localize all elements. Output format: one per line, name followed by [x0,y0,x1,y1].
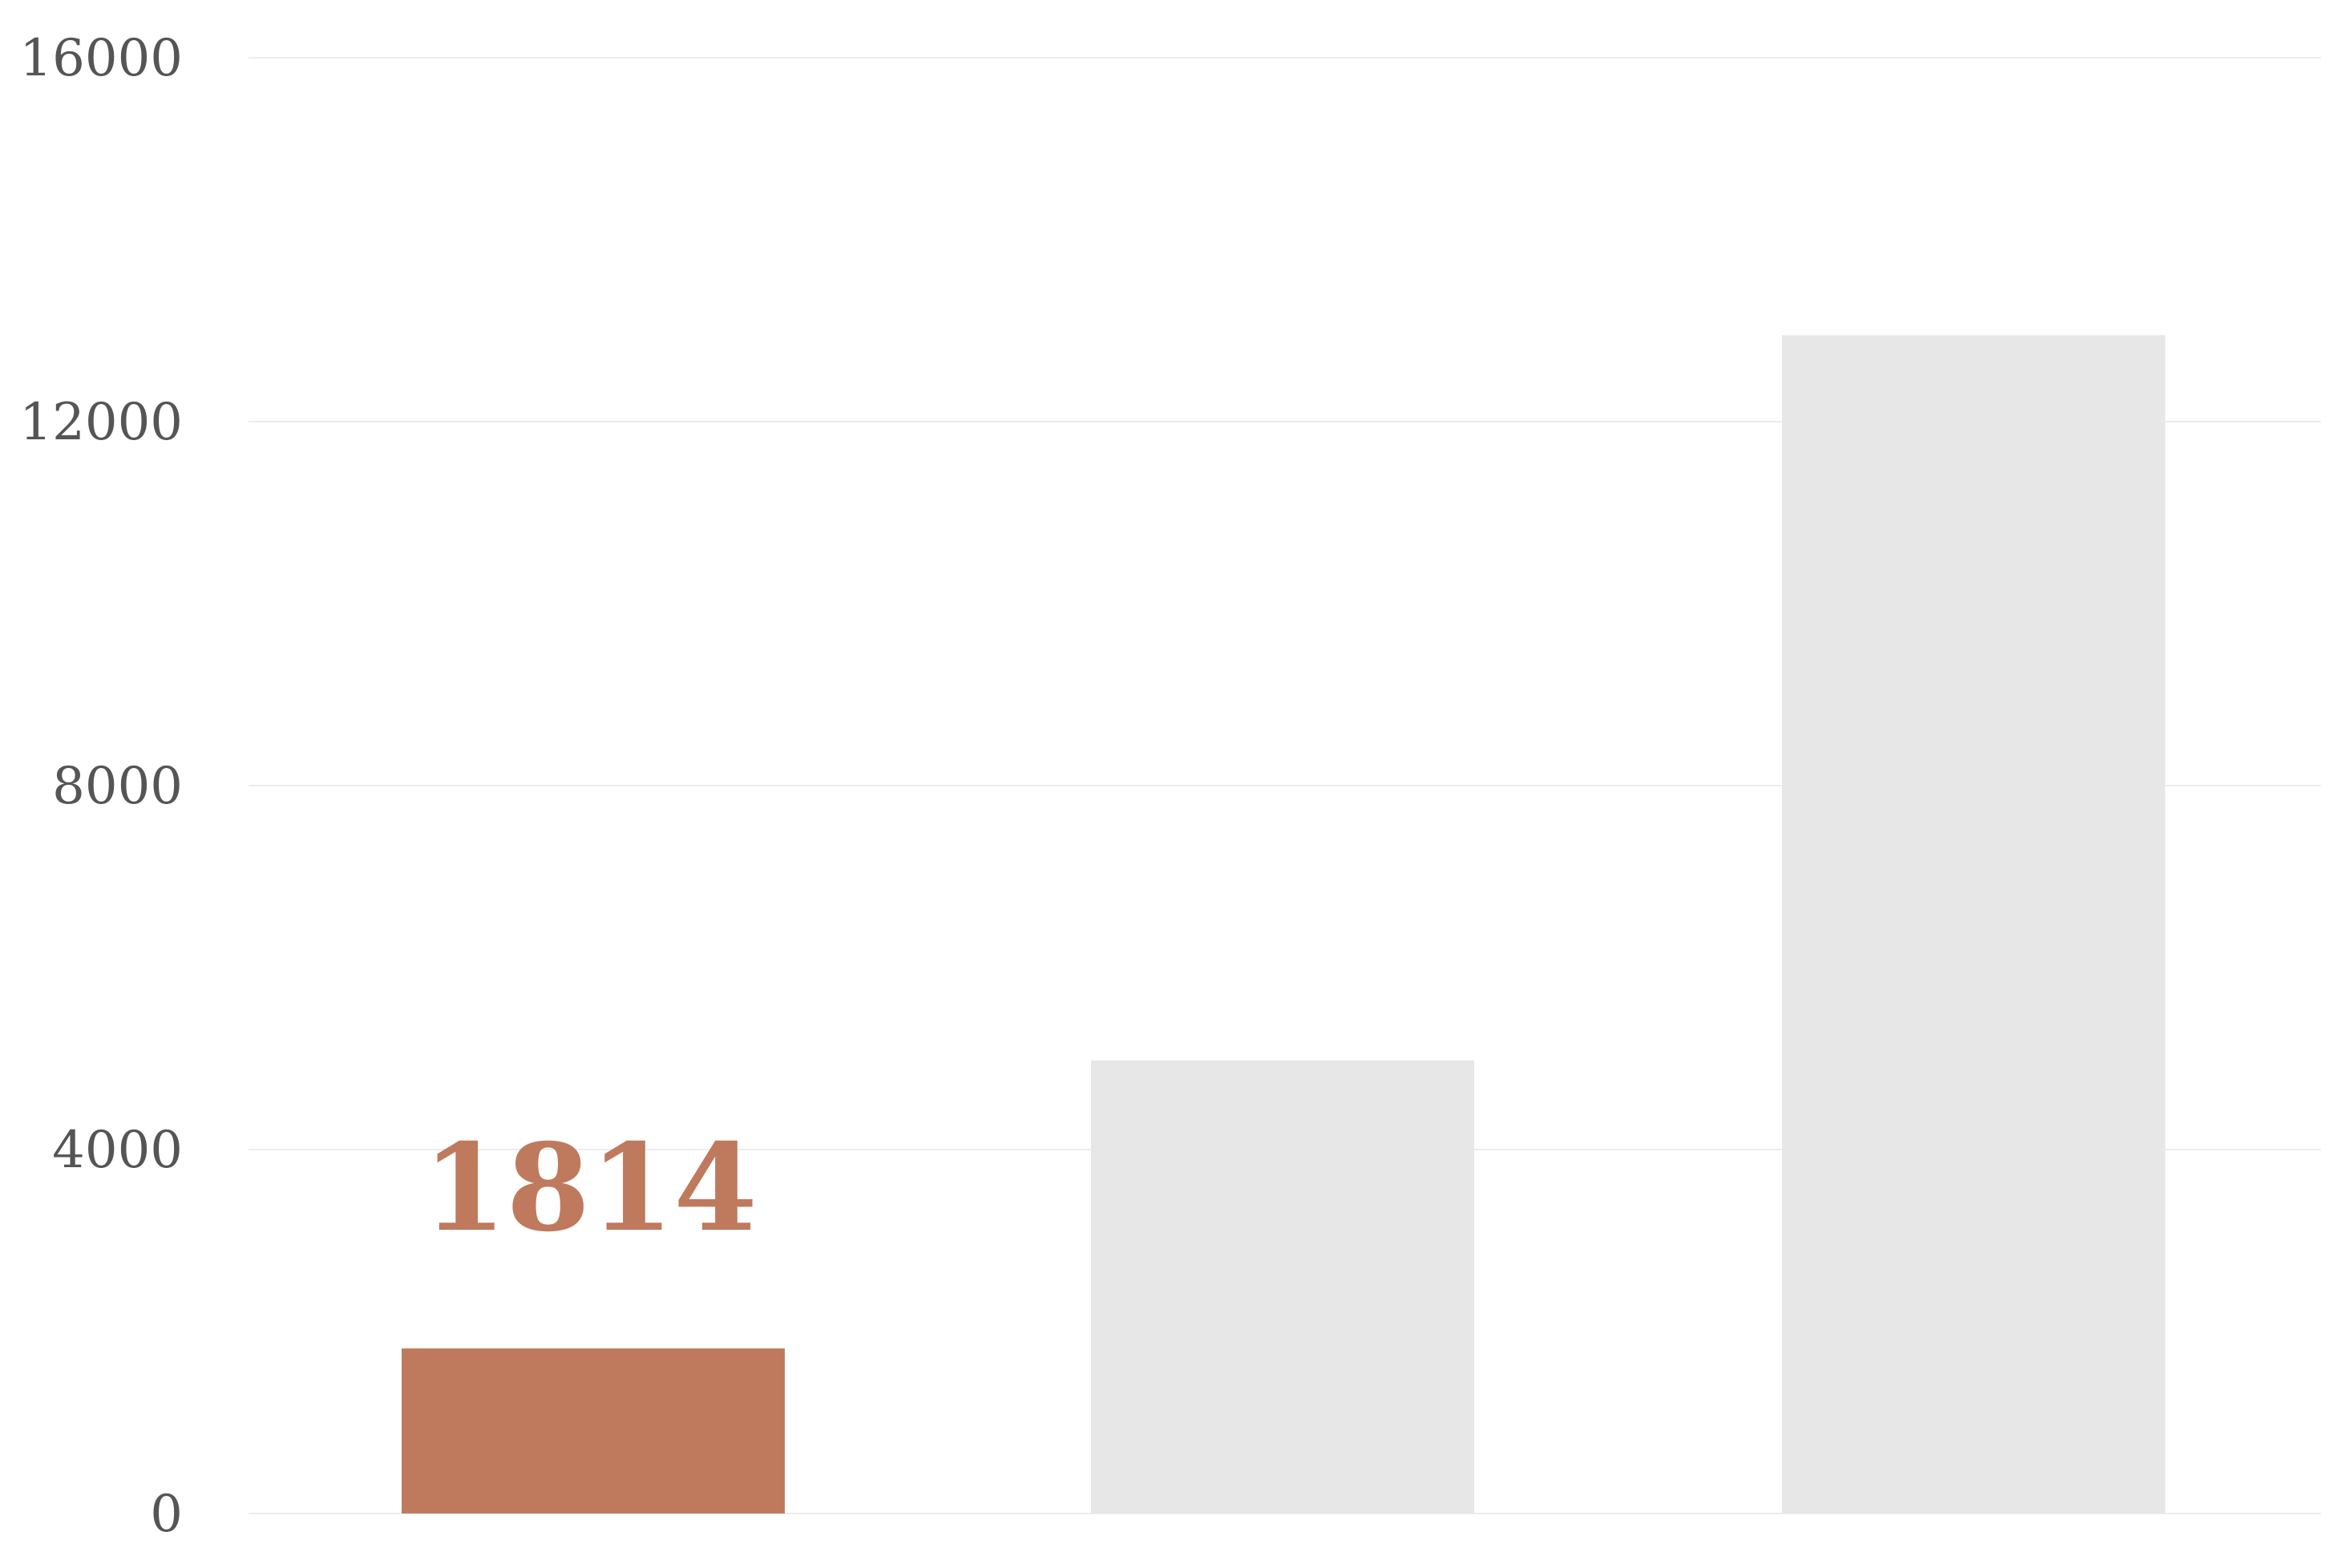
bar-1 [402,1348,785,1513]
bars [402,335,2165,1513]
y-tick-label: 4000 [52,1121,183,1180]
data-labels: 1814 [422,1117,757,1259]
bar-3 [1782,335,2165,1513]
y-tick-label: 8000 [52,757,183,816]
data-label-bar-1: 1814 [422,1117,757,1259]
y-tick-label: 12000 [19,393,183,452]
bar-2 [1091,1060,1474,1513]
y-tick-label: 0 [150,1485,183,1544]
y-axis-ticks: 0 4000 8000 12000 16000 [19,29,183,1544]
y-tick-label: 16000 [19,29,183,88]
